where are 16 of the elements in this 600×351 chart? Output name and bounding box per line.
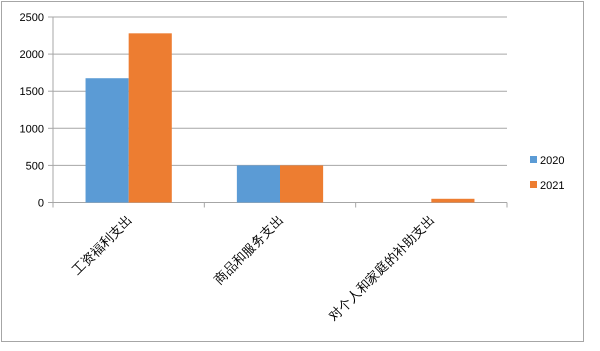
y-tick-label: 2000 [20, 49, 44, 62]
bar [128, 33, 172, 202]
legend-label: 2020 [540, 155, 564, 167]
bar [280, 165, 324, 202]
legend-label: 2021 [540, 180, 564, 192]
bar [431, 198, 474, 202]
x-tick-label: 商品和服务支出 [211, 212, 286, 287]
bar [86, 78, 129, 202]
y-tick-label: 2500 [20, 12, 44, 24]
bar [236, 165, 280, 202]
y-tick-label: 1500 [20, 86, 44, 98]
y-tick-label: 500 [26, 160, 44, 172]
x-tick-label: 工资福利支出 [69, 212, 135, 278]
x-tick-label: 对个人和家庭的补助支出 [326, 212, 438, 324]
y-tick-label: 0 [38, 198, 44, 210]
y-tick-label: 1000 [20, 123, 44, 136]
